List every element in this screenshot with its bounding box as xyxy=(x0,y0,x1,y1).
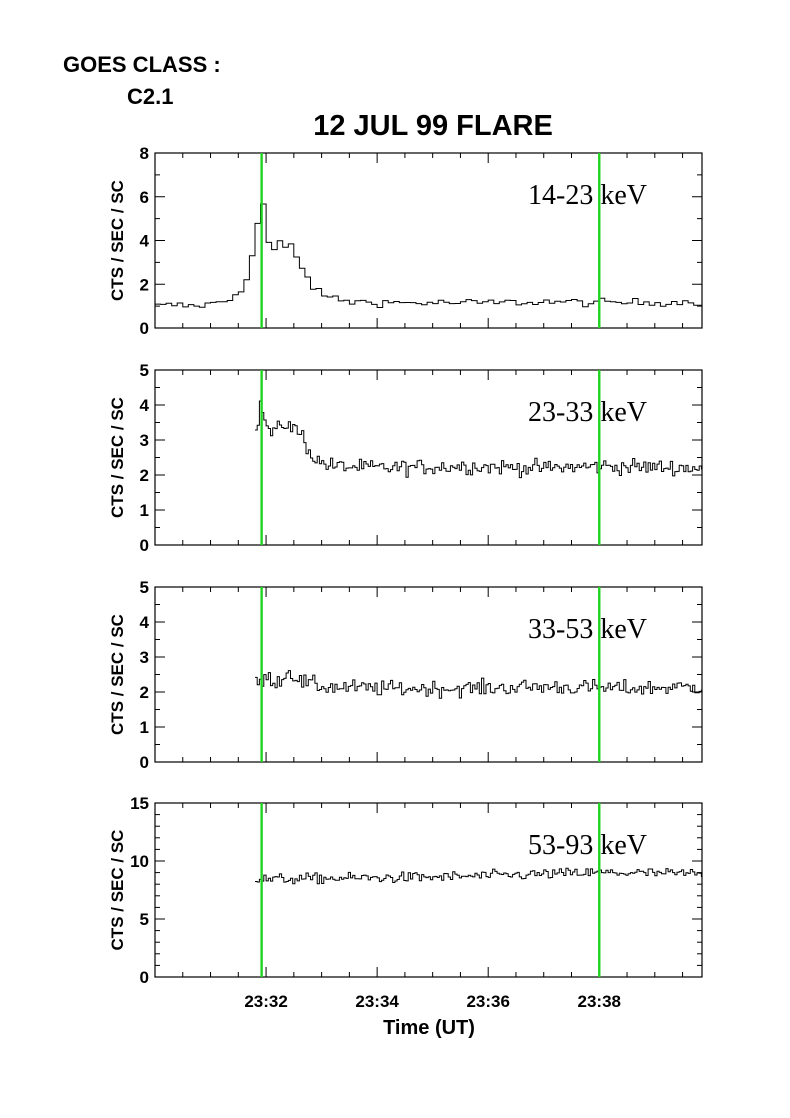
y-tick-label: 4 xyxy=(140,613,150,632)
count-rate-trace xyxy=(255,670,702,699)
y-tick-label: 3 xyxy=(140,431,149,450)
x-tick-label: 23:38 xyxy=(578,992,621,1011)
x-axis-title: Time (UT) xyxy=(383,1017,475,1039)
count-rate-trace xyxy=(155,203,702,308)
y-tick-label: 4 xyxy=(140,232,150,251)
y-axis-title: CTS / SEC / SC xyxy=(108,614,127,735)
chart-title: 12 JUL 99 FLARE xyxy=(313,110,553,142)
y-tick-label: 6 xyxy=(140,188,149,207)
goes-class-label: GOES CLASS : xyxy=(63,52,221,77)
y-tick-label: 2 xyxy=(140,275,149,294)
y-tick-label: 3 xyxy=(140,648,149,667)
y-tick-label: 0 xyxy=(140,968,149,987)
y-tick-label: 10 xyxy=(130,852,149,871)
panel-frame xyxy=(154,802,703,978)
count-rate-trace xyxy=(255,400,702,479)
y-tick-label: 0 xyxy=(140,753,149,772)
x-tick-label: 23:36 xyxy=(466,992,509,1011)
panel-3: 0 1 2 3 4 5 CTS / SEC / SC 33-53 keV xyxy=(108,578,703,772)
y-tick-label: 0 xyxy=(140,536,149,555)
y-tick-label: 5 xyxy=(140,578,149,597)
energy-band-label: 33-53 keV xyxy=(528,614,647,645)
y-tick-label: 5 xyxy=(140,361,149,380)
energy-band-label: 53-93 keV xyxy=(528,830,647,861)
y-axis-title: CTS / SEC / SC xyxy=(108,830,127,951)
panel-1: 0 2 4 6 8 CTS / SEC / SC 14-23 keV xyxy=(108,144,703,338)
y-tick-label: 2 xyxy=(140,466,149,485)
count-rate-trace xyxy=(255,867,702,885)
y-axis-title: CTS / SEC / SC xyxy=(108,397,127,518)
y-tick-label: 0 xyxy=(140,319,149,338)
y-tick-label: 1 xyxy=(140,718,149,737)
y-tick-label: 15 xyxy=(130,794,149,813)
x-tick-label: 23:32 xyxy=(244,992,287,1011)
y-axis-title: CTS / SEC / SC xyxy=(108,180,127,301)
panel-2: 0 1 2 3 4 5 CTS / SEC / SC 23-33 keV xyxy=(108,361,703,555)
y-tick-label: 2 xyxy=(140,683,149,702)
goes-class-value: C2.1 xyxy=(127,84,174,109)
y-tick-label: 5 xyxy=(140,910,149,929)
x-tick-label: 23:34 xyxy=(355,992,399,1011)
y-tick-label: 4 xyxy=(140,396,150,415)
energy-band-label: 23-33 keV xyxy=(528,397,647,428)
y-tick-label: 1 xyxy=(140,501,149,520)
energy-band-label: 14-23 keV xyxy=(528,180,647,211)
y-tick-label: 8 xyxy=(140,144,149,163)
